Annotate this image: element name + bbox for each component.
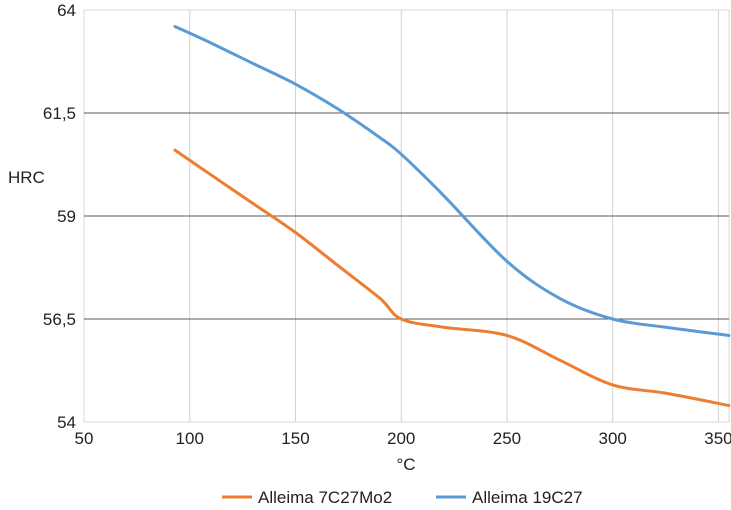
x-tick-label: 150: [281, 429, 309, 448]
legend-label-19c27: Alleima 19C27: [472, 488, 583, 507]
series-lines: [173, 24, 731, 408]
legend: Alleima 7C27Mo2 Alleima 19C27: [222, 488, 583, 507]
y-tick-label: 61,5: [43, 104, 76, 123]
series-line-alleima-19c27: [173, 24, 731, 337]
x-tick-label: 100: [176, 429, 204, 448]
y-axis-label: HRC: [8, 168, 45, 187]
x-tick-label: 50: [75, 429, 94, 448]
x-tick-label: 350: [704, 429, 731, 448]
vertical-gridlines: [189, 10, 719, 422]
x-axis-label: °C: [396, 455, 415, 474]
legend-label-7c27mo2: Alleima 7C27Mo2: [258, 488, 392, 507]
x-tick-label: 300: [599, 429, 627, 448]
y-tick-label: 59: [57, 207, 76, 226]
y-tick-label: 64: [57, 1, 76, 20]
x-tick-label: 250: [493, 429, 521, 448]
y-tick-label: 56,5: [43, 310, 76, 329]
x-axis-tick-labels: 50 100 150 200 250 300 350: [75, 429, 731, 448]
series-line-alleima-7c27mo2: [173, 148, 731, 408]
horizontal-gridlines: [84, 112, 729, 320]
y-tick-label: 54: [57, 413, 76, 432]
y-axis-tick-labels: 54 56,5 59 61,5 64: [43, 1, 76, 432]
x-tick-label: 200: [387, 429, 415, 448]
